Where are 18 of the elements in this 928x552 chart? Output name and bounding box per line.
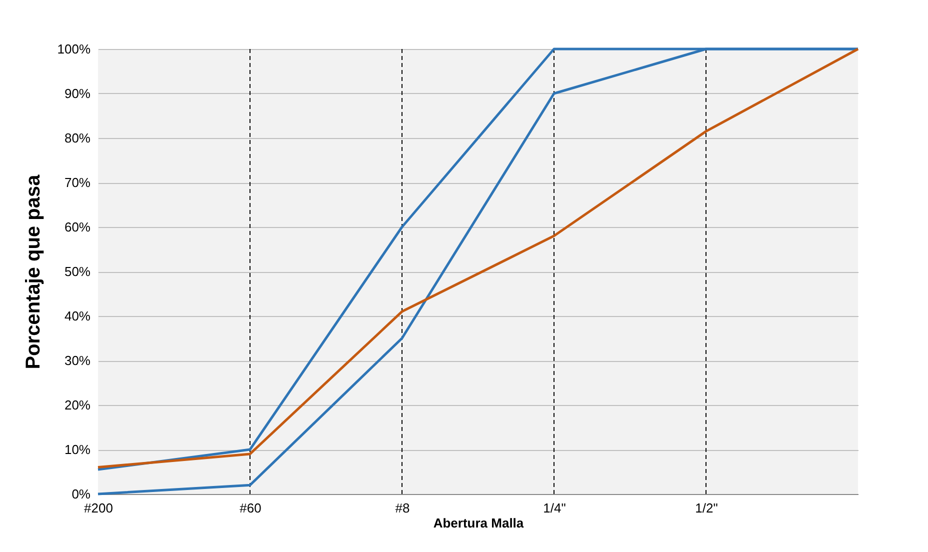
y-tick-label: 100%: [57, 42, 91, 56]
x-tick-label: 1/2": [695, 500, 718, 516]
y-axis-title: Porcentaje que pasa: [22, 174, 44, 370]
y-tick-label: 30%: [64, 353, 91, 368]
x-tick-label: #8: [395, 500, 410, 516]
x-tick-label: #200: [84, 500, 113, 516]
y-tick-label: 70%: [64, 175, 91, 190]
y-tick-label: 60%: [64, 220, 91, 234]
y-tick-label: 40%: [64, 308, 91, 324]
y-tick-label: 0%: [72, 486, 91, 502]
y-tick-label: 10%: [64, 442, 91, 457]
x-tick-label: #60: [240, 500, 262, 516]
y-tick-label: 50%: [64, 264, 91, 279]
x-tick-label: 1/4": [543, 500, 566, 516]
x-axis-title: Abertura Malla: [433, 516, 524, 530]
y-tick-label: 20%: [64, 398, 91, 412]
y-tick-label: 80%: [64, 130, 91, 146]
y-tick-label: 90%: [64, 86, 91, 101]
